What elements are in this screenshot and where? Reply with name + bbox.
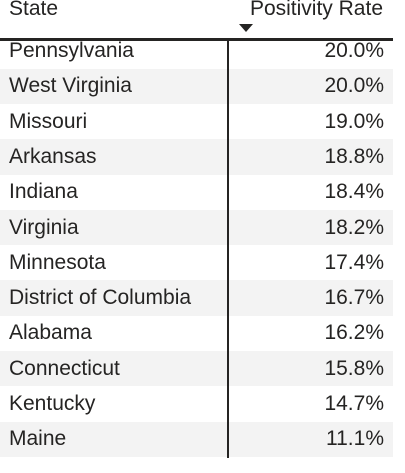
row-band (0, 68, 393, 104)
state-cell: Connecticut (9, 356, 120, 380)
sort-arrow (239, 24, 253, 32)
rate-cell: 19.0% (324, 109, 384, 133)
rate-cell: 14.7% (324, 392, 384, 415)
state-cell: West Virginia (9, 74, 132, 98)
state-cell: Minnesota (9, 250, 106, 274)
rate-cell: 17.4% (324, 250, 384, 274)
rate-cell: 20.0% (324, 39, 384, 62)
state-cell: District of Columbia (9, 286, 192, 310)
state-cell: Pennsylvania (9, 39, 134, 62)
row-band (0, 280, 393, 316)
rate-cell: 11.1% (326, 427, 384, 451)
row-band (0, 209, 393, 246)
rate-cell: 18.2% (324, 215, 384, 239)
rate-cell: 18.8% (324, 144, 384, 168)
rate-cell: 16.7% (324, 286, 384, 310)
header-rate[interactable]: Positivity Rate (249, 0, 383, 20)
state-cell: Maine (9, 427, 67, 451)
state-cell: Alabama (9, 321, 92, 345)
header-border (0, 38, 393, 41)
row-band (0, 421, 393, 457)
row-band (0, 351, 393, 387)
rate-cell: 20.0% (324, 74, 384, 98)
rate-cell: 15.8% (324, 356, 384, 380)
column-divider (227, 38, 229, 458)
rate-cell: 16.2% (324, 321, 384, 345)
row-band (0, 139, 393, 175)
state-cell: Missouri (9, 109, 88, 133)
state-cell: Arkansas (9, 144, 97, 168)
state-cell: Kentucky (9, 392, 96, 415)
header-state[interactable]: State (9, 0, 59, 20)
state-cell: Indiana (9, 180, 78, 204)
rate-cell: 18.4% (324, 180, 384, 204)
state-cell: Virginia (9, 215, 79, 239)
